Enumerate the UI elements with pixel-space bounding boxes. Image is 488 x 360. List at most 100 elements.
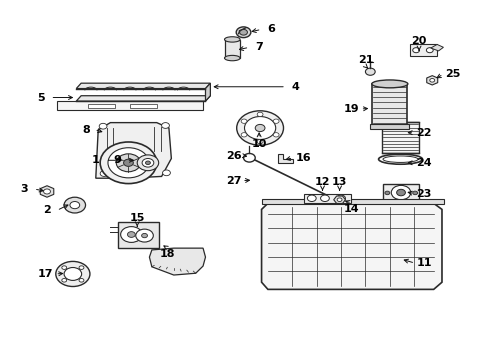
Circle shape <box>145 161 150 165</box>
Circle shape <box>61 266 66 269</box>
Text: 12: 12 <box>314 177 329 187</box>
Circle shape <box>396 189 405 196</box>
Circle shape <box>161 123 169 129</box>
Text: 14: 14 <box>343 204 359 214</box>
Polygon shape <box>96 123 171 178</box>
Text: 1: 1 <box>92 155 100 165</box>
Text: 4: 4 <box>291 82 299 92</box>
Bar <box>381 122 418 153</box>
Polygon shape <box>76 96 210 101</box>
Text: 16: 16 <box>295 153 310 163</box>
Circle shape <box>79 279 84 282</box>
Circle shape <box>142 158 154 167</box>
Text: 17: 17 <box>38 269 53 279</box>
Bar <box>118 222 159 248</box>
Bar <box>261 199 444 204</box>
Circle shape <box>412 48 419 53</box>
Text: 15: 15 <box>129 213 144 222</box>
Polygon shape <box>426 76 437 85</box>
Circle shape <box>123 159 133 166</box>
Circle shape <box>336 198 341 202</box>
Bar <box>369 125 408 129</box>
Circle shape <box>384 191 389 195</box>
Circle shape <box>162 170 170 176</box>
Circle shape <box>108 148 149 178</box>
Circle shape <box>273 133 279 137</box>
Circle shape <box>307 195 316 202</box>
Ellipse shape <box>224 37 240 42</box>
Bar <box>88 104 115 108</box>
Polygon shape <box>409 44 436 56</box>
Text: 8: 8 <box>82 125 90 135</box>
Text: 26: 26 <box>225 150 241 161</box>
Circle shape <box>56 261 90 287</box>
Circle shape <box>127 231 135 237</box>
Circle shape <box>100 171 108 176</box>
Circle shape <box>99 123 107 129</box>
Circle shape <box>241 133 246 137</box>
Circle shape <box>70 202 80 209</box>
Circle shape <box>142 233 147 238</box>
Circle shape <box>255 125 264 132</box>
Text: 22: 22 <box>415 128 431 138</box>
Polygon shape <box>40 186 54 197</box>
Bar <box>130 104 157 108</box>
Text: 19: 19 <box>343 104 359 114</box>
Ellipse shape <box>224 55 240 61</box>
Circle shape <box>116 154 141 172</box>
Text: 13: 13 <box>331 177 346 187</box>
Circle shape <box>64 267 81 280</box>
Circle shape <box>100 142 157 184</box>
Text: 23: 23 <box>415 189 431 199</box>
Ellipse shape <box>371 80 407 88</box>
Text: 7: 7 <box>255 42 263 52</box>
Circle shape <box>236 111 283 145</box>
Circle shape <box>244 117 275 139</box>
Text: 6: 6 <box>267 24 275 35</box>
Text: 27: 27 <box>225 176 241 186</box>
Circle shape <box>136 229 153 242</box>
Circle shape <box>429 78 434 82</box>
Polygon shape <box>261 203 441 289</box>
Polygon shape <box>76 83 210 89</box>
Circle shape <box>320 195 329 202</box>
Circle shape <box>137 155 158 171</box>
Polygon shape <box>430 44 443 51</box>
Circle shape <box>243 153 255 162</box>
Circle shape <box>390 185 410 200</box>
Text: 20: 20 <box>410 36 426 46</box>
Text: 5: 5 <box>37 93 44 103</box>
Polygon shape <box>333 196 345 203</box>
Polygon shape <box>149 248 205 275</box>
Circle shape <box>61 279 66 282</box>
Polygon shape <box>205 83 210 101</box>
Polygon shape <box>277 154 293 163</box>
Text: 25: 25 <box>445 69 460 79</box>
Circle shape <box>121 226 142 242</box>
Text: 18: 18 <box>160 248 175 258</box>
Text: 11: 11 <box>416 258 432 268</box>
Text: 3: 3 <box>20 184 28 194</box>
Circle shape <box>239 30 247 35</box>
Circle shape <box>365 68 374 75</box>
Bar <box>224 40 239 58</box>
Text: 24: 24 <box>415 158 431 168</box>
Text: 9: 9 <box>114 155 122 165</box>
Circle shape <box>79 266 84 269</box>
Circle shape <box>64 197 85 213</box>
Bar <box>371 84 407 126</box>
Circle shape <box>273 119 279 123</box>
Text: 2: 2 <box>43 206 51 216</box>
Circle shape <box>257 112 263 117</box>
Text: 10: 10 <box>251 139 266 149</box>
Circle shape <box>426 48 432 53</box>
Polygon shape <box>304 194 350 203</box>
Bar <box>383 184 418 202</box>
Circle shape <box>336 195 345 202</box>
Text: 21: 21 <box>357 55 372 65</box>
Circle shape <box>43 189 50 194</box>
Polygon shape <box>57 101 203 110</box>
Circle shape <box>236 27 250 38</box>
Circle shape <box>257 139 263 144</box>
Circle shape <box>241 119 246 123</box>
